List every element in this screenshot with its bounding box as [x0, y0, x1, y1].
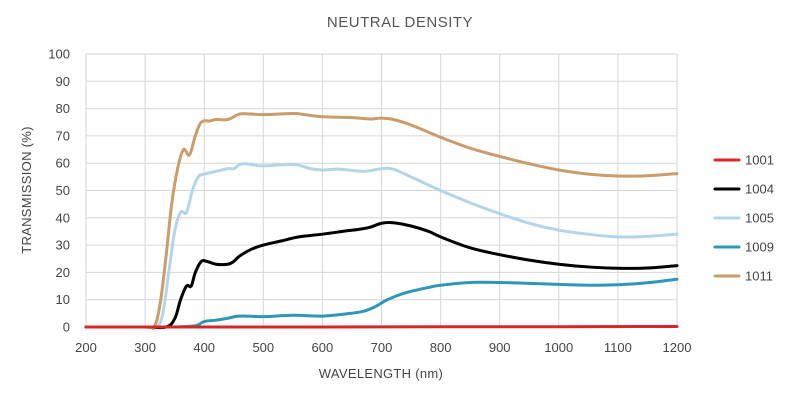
y-tick-label: 10: [56, 292, 70, 307]
legend: 1001 1004 1005 1009 1011: [713, 153, 774, 284]
chart-title: NEUTRAL DENSITY: [327, 14, 473, 31]
series-line-1009: [84, 277, 679, 329]
y-tick-label: 70: [56, 128, 70, 143]
y-tick-label: 100: [48, 47, 70, 62]
x-tick-label: 400: [193, 340, 215, 355]
series-layer: [84, 112, 679, 331]
x-tick-label: 1200: [663, 340, 692, 355]
x-tick-label: 500: [252, 340, 274, 355]
x-tick-label: 200: [75, 340, 97, 355]
y-tick-label: 0: [63, 320, 70, 335]
y-tick-label: 40: [56, 210, 70, 225]
y-tick-label: 50: [56, 183, 70, 198]
x-axis-label: WAVELENGTH (nm): [319, 366, 443, 381]
legend-label-1004: 1004: [745, 182, 774, 197]
y-axis-label: TRANSMISSION (%): [19, 126, 34, 254]
series-line-1005: [84, 162, 679, 330]
x-tick-label: 1100: [604, 340, 632, 355]
legend-label-1011: 1011: [745, 269, 773, 284]
legend-label-1009: 1009: [745, 240, 774, 255]
x-tick-label: 1000: [544, 340, 573, 355]
x-tick-label: 700: [371, 340, 393, 355]
y-tick-label: 60: [56, 156, 70, 171]
legend-label-1001: 1001: [745, 153, 774, 168]
x-tick-label: 300: [134, 340, 156, 355]
y-tick-label: 90: [56, 74, 70, 89]
legend-label-1005: 1005: [745, 211, 774, 226]
series-line-1004: [84, 220, 679, 330]
tick-layer: 0 10 20 30 40 50 60 70 80 90 100 200 300 400 500 600 700…: [48, 47, 691, 356]
y-tick-label: 80: [56, 101, 70, 116]
y-tick-label: 30: [56, 238, 70, 253]
series-line-1011: [84, 112, 679, 331]
x-tick-label: 800: [430, 340, 452, 355]
series-line-1001: [84, 324, 679, 329]
y-tick-label: 20: [56, 265, 70, 280]
x-tick-label: 900: [489, 340, 511, 355]
x-tick-label: 600: [312, 340, 334, 355]
